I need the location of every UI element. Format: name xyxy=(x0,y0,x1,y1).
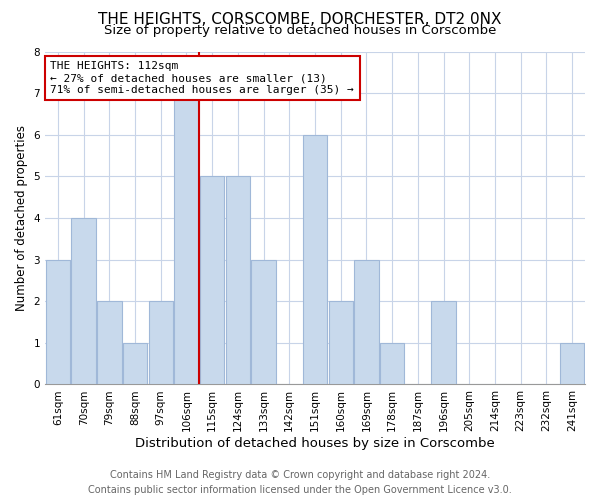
Bar xyxy=(431,301,456,384)
Bar xyxy=(380,343,404,384)
Bar xyxy=(149,301,173,384)
X-axis label: Distribution of detached houses by size in Corscombe: Distribution of detached houses by size … xyxy=(135,437,495,450)
Y-axis label: Number of detached properties: Number of detached properties xyxy=(15,125,28,311)
Bar xyxy=(71,218,96,384)
Bar xyxy=(123,343,147,384)
Bar xyxy=(174,93,199,384)
Bar xyxy=(251,260,276,384)
Bar xyxy=(303,134,327,384)
Bar xyxy=(46,260,70,384)
Text: Size of property relative to detached houses in Corscombe: Size of property relative to detached ho… xyxy=(104,24,496,37)
Bar xyxy=(329,301,353,384)
Bar xyxy=(200,176,224,384)
Text: Contains HM Land Registry data © Crown copyright and database right 2024.
Contai: Contains HM Land Registry data © Crown c… xyxy=(88,470,512,495)
Text: THE HEIGHTS, CORSCOMBE, DORCHESTER, DT2 0NX: THE HEIGHTS, CORSCOMBE, DORCHESTER, DT2 … xyxy=(98,12,502,28)
Bar xyxy=(97,301,122,384)
Bar xyxy=(560,343,584,384)
Bar xyxy=(354,260,379,384)
Text: THE HEIGHTS: 112sqm
← 27% of detached houses are smaller (13)
71% of semi-detach: THE HEIGHTS: 112sqm ← 27% of detached ho… xyxy=(50,62,354,94)
Bar xyxy=(226,176,250,384)
